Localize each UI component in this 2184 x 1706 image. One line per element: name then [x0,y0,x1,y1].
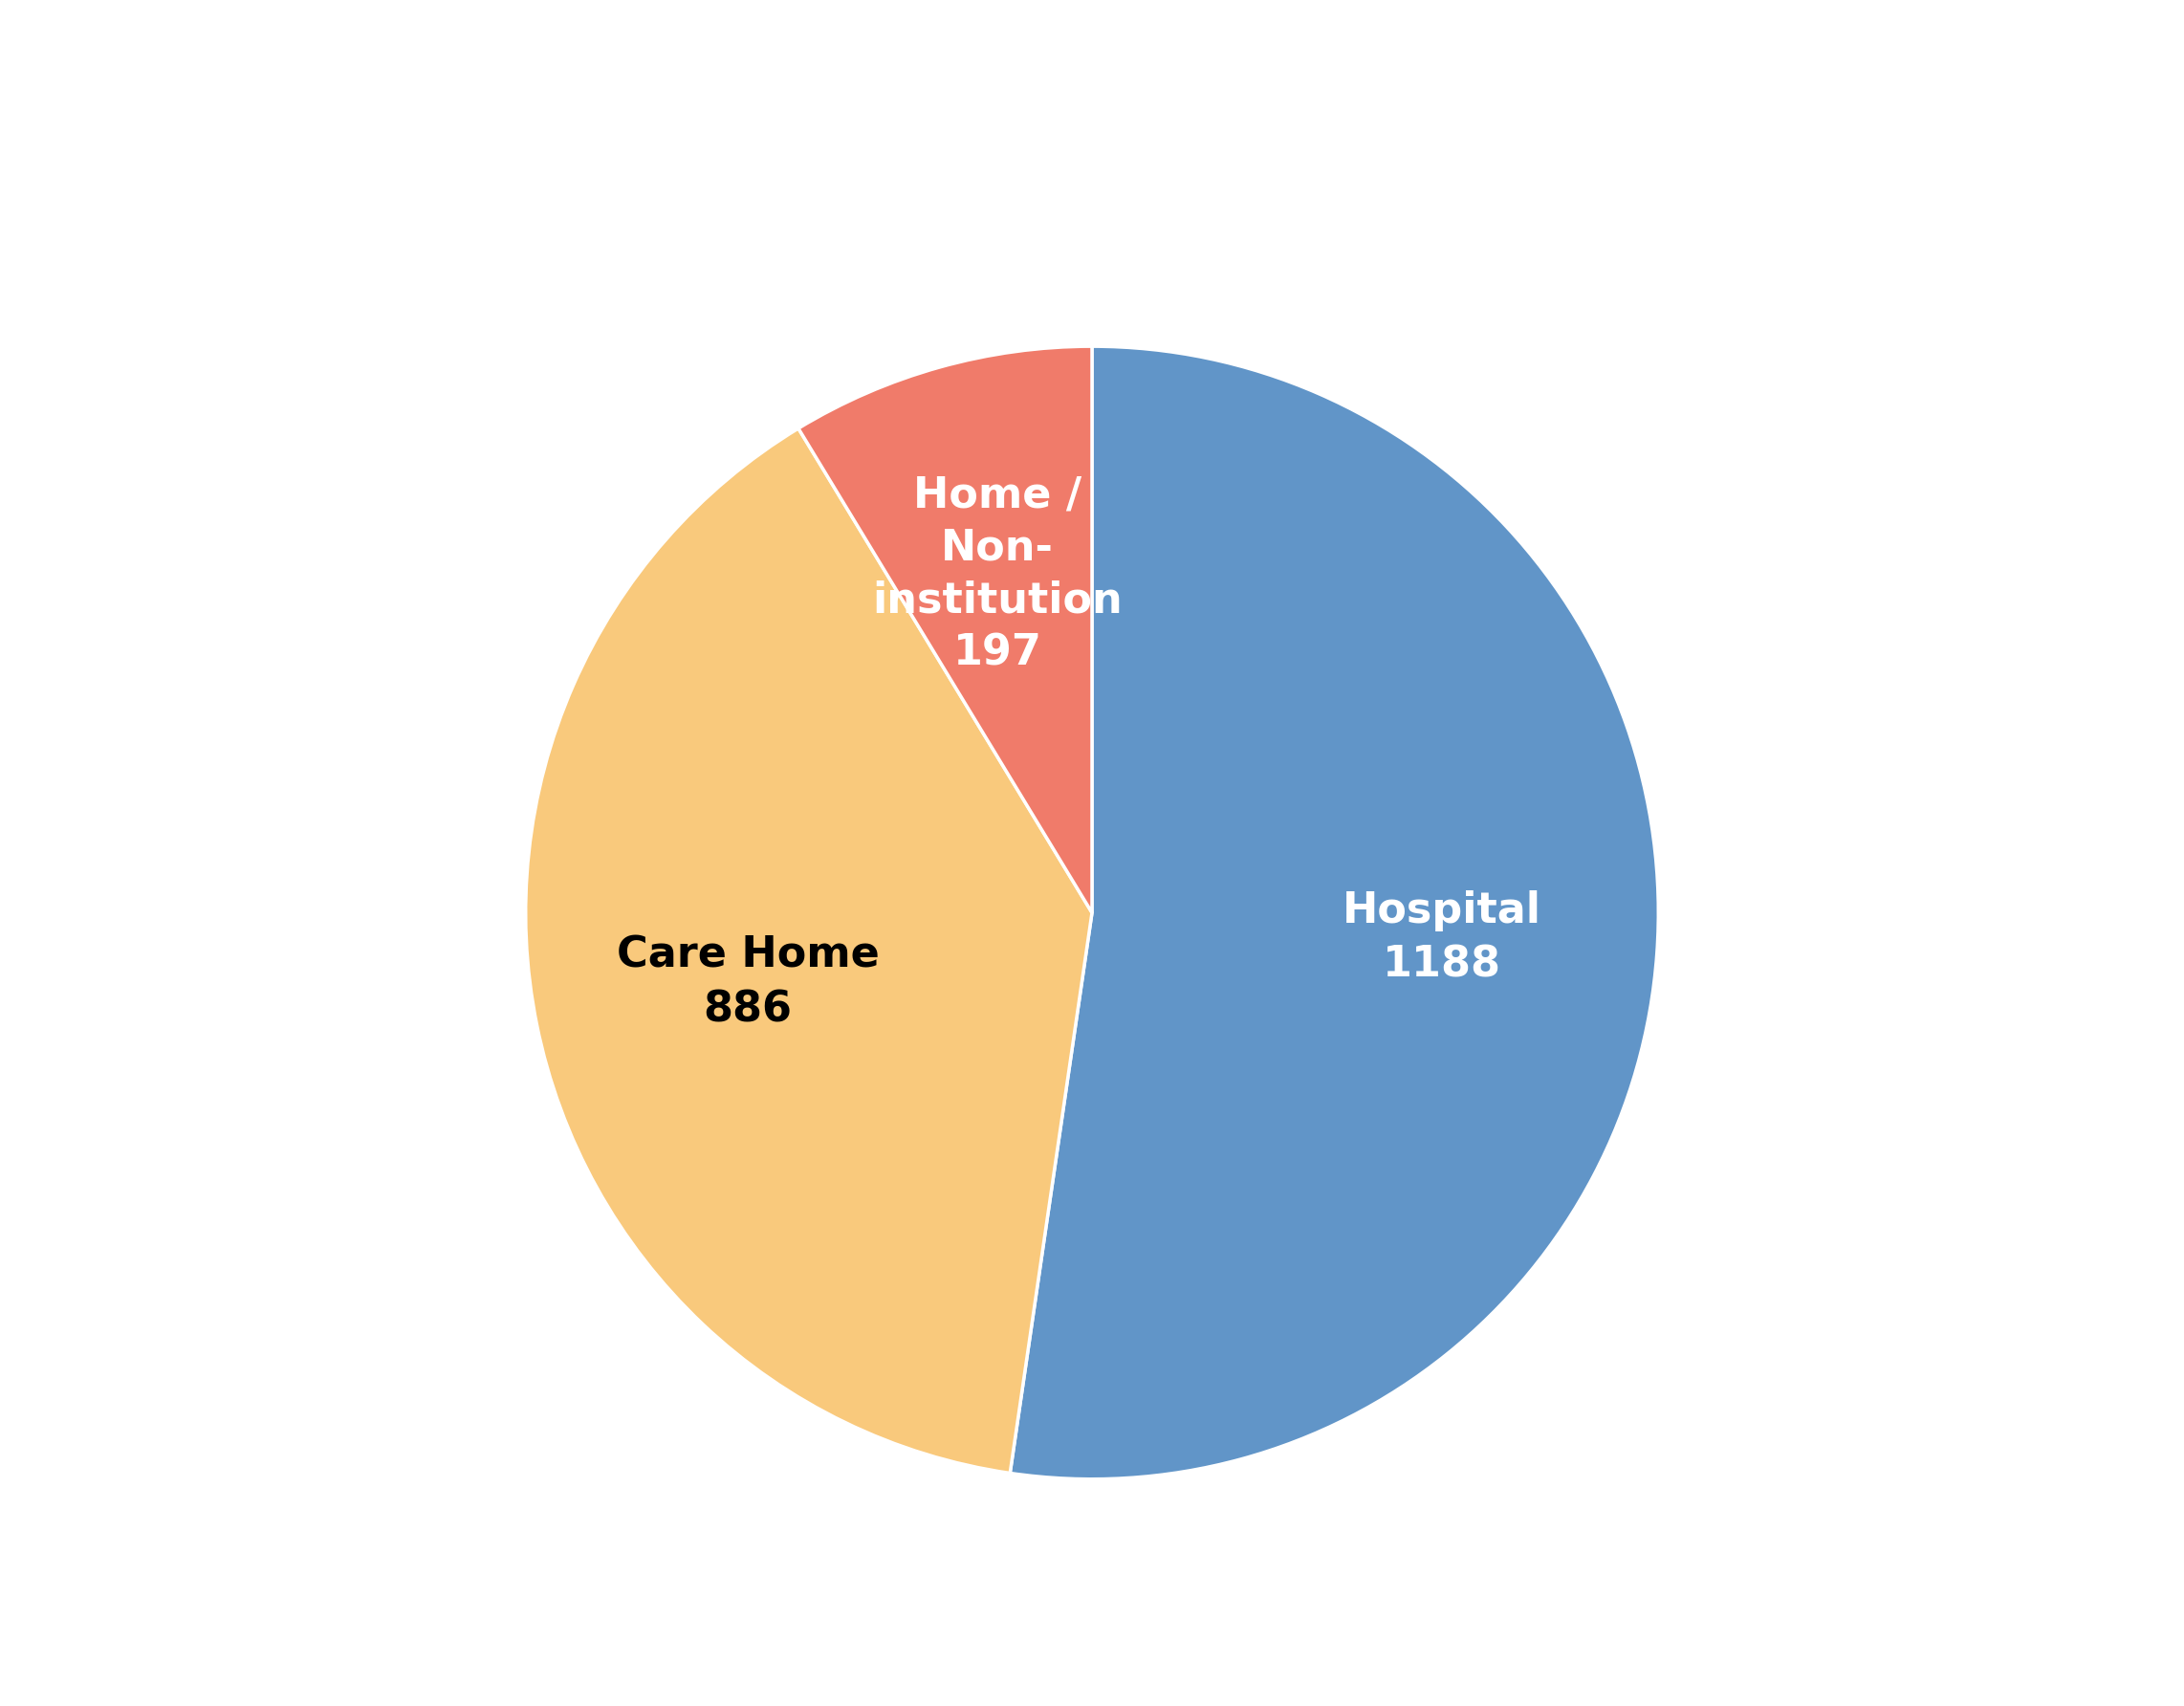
Text: Home /
Non-
institution
197: Home / Non- institution 197 [871,476,1123,674]
Wedge shape [799,346,1092,913]
Text: Care Home
886: Care Home 886 [616,935,880,1030]
Text: Hospital
1188: Hospital 1188 [1343,891,1542,986]
Wedge shape [1009,346,1658,1479]
Wedge shape [526,428,1092,1474]
